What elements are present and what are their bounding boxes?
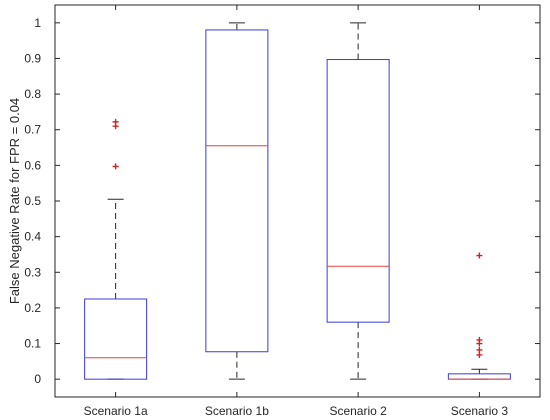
y-tick-label: 0.6 xyxy=(24,158,41,172)
outlier-point xyxy=(476,252,483,259)
y-tick-label: 0 xyxy=(34,372,41,386)
y-tick-label: 0.2 xyxy=(24,301,41,315)
box xyxy=(84,298,148,380)
outlier-point xyxy=(476,346,483,353)
outlier-point xyxy=(112,118,119,125)
outlier-point xyxy=(476,336,483,343)
y-tick-label: 0.3 xyxy=(24,265,41,279)
y-tick-label: 0.4 xyxy=(24,230,41,244)
x-tick-label: Scenario 1b xyxy=(205,404,269,418)
y-tick-label: 0.5 xyxy=(24,194,41,208)
plot-area: 0 0.1 0.2 0.3 0.4 0.5 0.6 0.7 0.8 0.9 1 Scenario 1a… xyxy=(24,4,541,418)
y-tick-label: 0.8 xyxy=(24,87,41,101)
x-tick-label: Scenario 3 xyxy=(451,404,509,418)
box xyxy=(205,29,269,353)
box xyxy=(326,59,390,323)
y-tick-label: 0.1 xyxy=(24,337,41,351)
y-tick-label: 1 xyxy=(34,16,41,30)
y-axis-label: False Negative Rate for FPR = 0.04 xyxy=(7,98,22,304)
x-tick-label: Scenario 2 xyxy=(329,404,387,418)
y-tick-label: 0.7 xyxy=(24,123,41,137)
outlier-point xyxy=(112,163,119,170)
x-tick-label: Scenario 1a xyxy=(84,404,148,418)
y-tick-label: 0.9 xyxy=(24,51,41,65)
